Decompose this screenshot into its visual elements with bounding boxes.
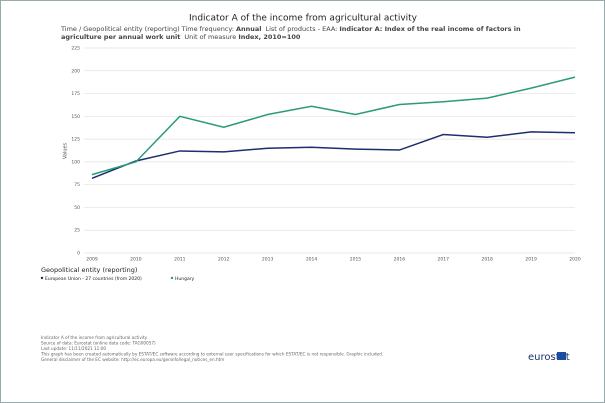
logo: eurostat <box>528 352 570 363</box>
y-tick-label: 75 <box>74 182 80 188</box>
subtitle-label: Time / Geopolitical entity (reporting) <box>61 25 180 33</box>
series-line <box>91 76 576 176</box>
subtitle-value: Index, 2010=100 <box>238 33 301 41</box>
x-tick-label: 2016 <box>394 257 406 263</box>
subtitle: Time / Geopolitical entity (reporting) Ti… <box>61 25 561 41</box>
footer-line: Source of data: Eurostat (online data co… <box>41 341 156 346</box>
legend-title: Geopolitical entity (reporting) <box>41 266 137 274</box>
x-tick-label: 2014 <box>306 257 318 263</box>
subtitle-label: Time frequency: <box>181 25 234 33</box>
y-tick-label: 25 <box>74 228 80 234</box>
y-tick-label: 100 <box>71 159 80 165</box>
y-tick-label: 150 <box>71 114 80 120</box>
y-tick-label: 175 <box>71 91 80 97</box>
footer-line: This graph has been created automaticall… <box>40 352 383 357</box>
series-line <box>91 131 576 179</box>
x-tick-label: 2020 <box>569 257 581 263</box>
legend-entry: European Union - 27 countries (from 2020… <box>45 276 142 282</box>
y-axis-label: Values <box>63 142 69 159</box>
y-tick-label: 225 <box>71 46 80 52</box>
y-tick-label: 50 <box>74 205 80 211</box>
chart-title: Indicator A of the income from agricultu… <box>189 14 418 24</box>
subtitle-value: Annual <box>235 25 262 33</box>
x-tick-label: 2018 <box>481 257 493 263</box>
subtitle-label: List of products - EAA: <box>265 25 338 33</box>
x-tick-label: 2012 <box>218 257 230 263</box>
subtitle-value: Indicator A: Index of the real income of… <box>61 25 521 41</box>
subtitle-label: Unit of measure <box>184 33 237 41</box>
y-tick-label: 125 <box>71 137 80 143</box>
y-tick-label: 200 <box>71 68 80 74</box>
legend-entry: Hungary <box>175 276 195 282</box>
x-tick-label: 2011 <box>174 257 186 263</box>
footer-line: General disclaimer of the EC website: ht… <box>41 357 224 362</box>
legend-marker <box>40 276 44 280</box>
legend-marker <box>170 276 174 280</box>
x-tick-label: 2010 <box>130 257 142 263</box>
x-tick-label: 2009 <box>86 257 98 263</box>
y-tick-label: 0 <box>77 251 80 257</box>
x-tick-label: 2013 <box>262 257 274 263</box>
footer-line: Last update: 11/11/2021 11:00 <box>41 346 106 351</box>
x-tick-label: 2017 <box>438 257 450 263</box>
x-tick-label: 2015 <box>350 257 362 263</box>
x-tick-label: 2019 <box>525 257 537 263</box>
footer-line: Indicator A of the income from agricultu… <box>41 335 148 340</box>
logo-flag <box>557 352 566 360</box>
